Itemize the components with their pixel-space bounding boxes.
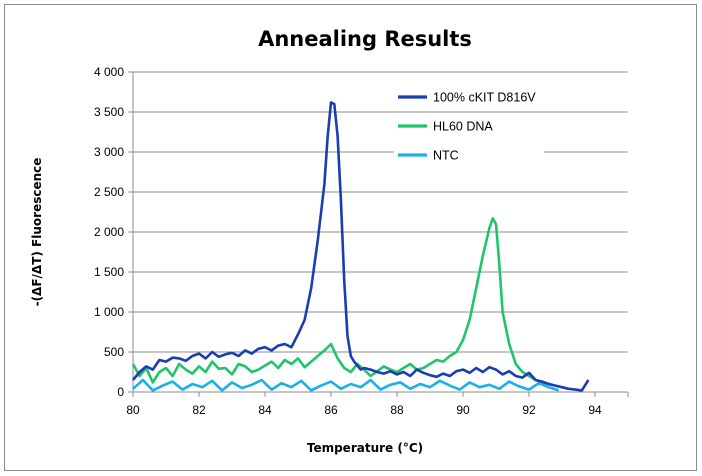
x-tick-label: 80 [126,403,140,417]
x-axis-label: Temperature (°C) [307,441,423,455]
y-tick-label: 3 500 [94,105,124,119]
y-axis-ticks: 0 500 1 000 1 500 2 000 2 500 3 000 3 500 4 000 [94,65,133,399]
series-line-1 [131,217,556,387]
y-tick-label: 1 500 [94,265,124,279]
legend-bg [394,145,544,163]
gridlines [133,71,628,353]
legend: 100% cKIT D816V HL60 DNA NTC [394,87,544,163]
y-tick-label: 0 [117,385,124,399]
x-tick-label: 86 [324,403,338,417]
y-tick-label: 500 [104,345,124,359]
series-line-2 [132,378,560,392]
x-tick-label: 88 [390,403,404,417]
chart-frame [4,4,697,471]
y-axis-label: -(ΔF/ΔT) Fluorescence [30,158,44,307]
legend-bg [394,87,544,105]
legend-label-2: NTC [433,149,459,163]
x-tick-label: 92 [522,403,536,417]
x-tick-label: 84 [258,403,272,417]
series-lines [131,101,590,392]
x-axis-ticks: 80 82 84 86 88 90 92 94 [126,392,629,417]
chart-title: Annealing Results [258,27,472,51]
x-tick-label: 82 [192,403,206,417]
legend-label-1: HL60 DNA [433,120,493,134]
legend-bg [394,116,544,134]
y-tick-label: 3 000 [94,145,124,159]
y-tick-label: 4 000 [94,65,124,79]
y-tick-label: 2 000 [94,225,124,239]
legend-label-0: 100% cKIT D816V [433,91,536,105]
series-line-0 [131,101,590,392]
x-tick-label: 94 [588,403,602,417]
y-tick-label: 1 000 [94,305,124,319]
y-tick-label: 2 500 [94,185,124,199]
x-tick-label: 90 [456,403,470,417]
